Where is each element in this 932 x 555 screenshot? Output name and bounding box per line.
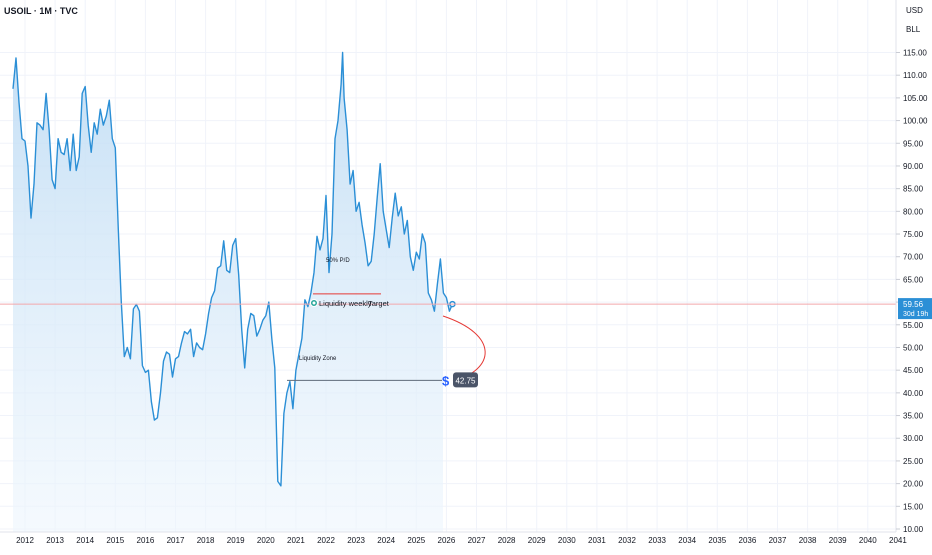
series-line xyxy=(12,51,454,487)
x-tick-label: 2030 xyxy=(558,536,576,545)
pd-label: 50% P/D xyxy=(326,258,350,264)
target-label: Target xyxy=(368,299,390,308)
x-tick-label: 2037 xyxy=(769,536,787,545)
scale-currency-label[interactable]: USD xyxy=(906,6,923,15)
x-tick-label: 2038 xyxy=(799,536,817,545)
y-tick-label: 50.00 xyxy=(903,343,924,352)
y-tick-label: 115.00 xyxy=(903,49,927,58)
y-tick-label: 75.00 xyxy=(903,230,924,239)
dollar-icon: $ xyxy=(442,373,450,388)
y-tick-label: 15.00 xyxy=(903,502,924,511)
projection-arc xyxy=(442,315,486,382)
price-scale[interactable]: 10.00 15.00 20.00 25.00 30.00 35.00 40.00 45.00… xyxy=(895,0,932,550)
y-tick-label: 105.00 xyxy=(903,94,928,103)
x-tick-label: 2012 xyxy=(16,536,34,545)
time-scale[interactable]: 2012 2013 2014 2015 2016 2017 2018 2019 2020 2021… xyxy=(0,531,907,545)
x-tick-label: 2028 xyxy=(498,536,516,545)
x-tick-label: 2040 xyxy=(859,536,877,545)
x-tick-label: 2018 xyxy=(197,536,215,545)
x-tick-label: 2035 xyxy=(708,536,726,545)
y-tick-label: 55.00 xyxy=(903,321,924,330)
x-tick-label: 2013 xyxy=(46,536,64,545)
x-tick-label: 2020 xyxy=(257,536,275,545)
y-tick-label: 85.00 xyxy=(903,185,924,194)
target-badge xyxy=(453,372,478,388)
y-tick-label: 80.00 xyxy=(903,207,924,216)
y-tick-label: 90.00 xyxy=(903,162,924,171)
x-tick-label: 2032 xyxy=(618,536,636,545)
x-tick-label: 2014 xyxy=(76,536,94,545)
y-tick-label: 25.00 xyxy=(903,457,924,466)
y-tick-label: 110.00 xyxy=(903,71,927,80)
target-badge-text: 42.75 xyxy=(455,376,476,385)
x-tick-label: 2026 xyxy=(438,536,456,545)
x-tick-label: 2024 xyxy=(377,536,395,545)
y-tick-label: 45.00 xyxy=(903,366,924,375)
scale-unit-label[interactable]: BLL xyxy=(906,25,921,34)
y-tick-label: 10.00 xyxy=(903,525,924,534)
x-tick-label: 2017 xyxy=(167,536,185,545)
x-tick-label: 2041 xyxy=(889,536,907,545)
area-layer xyxy=(13,52,455,532)
x-tick-label: 2029 xyxy=(528,536,546,545)
y-tick-label: 70.00 xyxy=(903,253,924,262)
x-tick-label: 2016 xyxy=(137,536,155,545)
liquidity-zone-label: Liquidity Zone xyxy=(299,356,337,362)
x-tick-label: 2034 xyxy=(678,536,696,545)
x-tick-label: 2039 xyxy=(829,536,847,545)
y-tick-label: 35.00 xyxy=(903,412,924,421)
current-price-badge[interactable] xyxy=(898,298,932,320)
y-tick-label: 30.00 xyxy=(903,434,924,443)
x-tick-label: 2021 xyxy=(287,536,305,545)
symbol-title[interactable]: USOIL · 1M · TVC xyxy=(4,6,78,16)
x-tick-label: 2022 xyxy=(317,536,335,545)
badge-layer: 42.75 59.56 30d 19h xyxy=(453,298,932,388)
current-price-text: 59.56 xyxy=(903,300,924,309)
x-tick-label: 2023 xyxy=(347,536,365,545)
series-area xyxy=(13,52,455,532)
countdown-text: 30d 19h xyxy=(903,311,928,318)
x-tick-label: 2027 xyxy=(468,536,486,545)
liquidity-weekly-label: Liquidity weekly xyxy=(319,299,372,308)
x-tick-label: 2025 xyxy=(407,536,425,545)
x-tick-label: 2031 xyxy=(588,536,606,545)
y-tick-label: 40.00 xyxy=(903,389,924,398)
x-tick-label: 2033 xyxy=(648,536,666,545)
x-tick-label: 2036 xyxy=(739,536,757,545)
y-tick-label: 20.00 xyxy=(903,480,924,489)
y-tick-label: 65.00 xyxy=(903,275,924,284)
price-scale-bg[interactable] xyxy=(896,0,932,550)
y-tick-label: 95.00 xyxy=(903,139,924,148)
y-tick-label: 100.00 xyxy=(903,117,928,126)
x-tick-label: 2015 xyxy=(106,536,124,545)
x-tick-label: 2019 xyxy=(227,536,245,545)
liquidity-icon-dot xyxy=(312,301,316,305)
